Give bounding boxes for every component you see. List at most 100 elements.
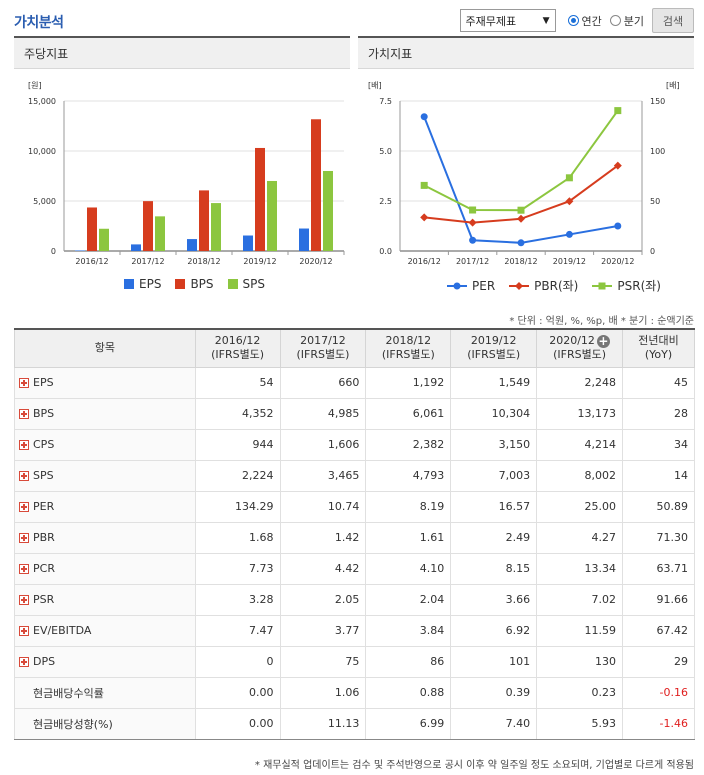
expand-plus-icon[interactable] <box>19 440 29 450</box>
expand-plus-icon[interactable] <box>19 378 29 388</box>
column-header-sublabel: (IFRS별도) <box>381 348 435 362</box>
row-label-cell[interactable]: CPS <box>14 428 196 461</box>
legend-label: PER <box>472 278 496 293</box>
value-cell: 6.99 <box>365 707 452 740</box>
bar-sps <box>211 203 221 251</box>
expand-plus-icon[interactable] <box>19 471 29 481</box>
row-label-cell[interactable]: EV/EBITDA <box>14 614 196 647</box>
yoy-cell: 29 <box>622 645 695 678</box>
table-row: DPS 0 75 86 101 130 29 <box>14 645 695 678</box>
value-analysis-table: 항목 2016/12 (IFRS별도) 2017/12 (IFRS별도) 2018/12(… <box>14 328 695 740</box>
column-header-label: 항목 <box>94 341 115 355</box>
bar-sps <box>323 170 333 251</box>
column-header-label: 2018/12 <box>385 334 432 348</box>
value-cell: 13,173 <box>536 397 624 430</box>
row-label-cell[interactable]: DPS <box>14 645 196 678</box>
y-tick-label-left: 2.5 <box>379 197 392 206</box>
expand-plus-icon[interactable] <box>19 502 29 512</box>
x-tick-label: 2019/12 <box>243 257 276 266</box>
column-header-sublabel: (IFRS별도) <box>467 348 521 362</box>
legend-item-psr[interactable]: PSR(좌) <box>592 277 661 294</box>
unit-note: * 단위 : 억원, %, %p, 배 * 분기 : 순액기준 <box>509 316 694 327</box>
radio-annual[interactable]: 연간 <box>567 13 602 29</box>
point-psr <box>614 107 622 115</box>
y-tick-label-right: 150 <box>650 97 665 106</box>
row-label: EPS <box>33 376 54 389</box>
table-row: CPS 944 1,606 2,382 3,150 4,214 34 <box>14 428 695 461</box>
legend-item-sps[interactable]: SPS <box>227 277 265 291</box>
legend-dot <box>598 282 606 289</box>
expand-plus-icon[interactable] <box>19 409 29 419</box>
value-cell: 4,214 <box>536 428 624 461</box>
x-tick-label: 2017/12 <box>131 257 164 266</box>
y-tick-label: 15,000 <box>28 97 56 106</box>
row-label-cell[interactable]: BPS <box>14 397 196 430</box>
value-cell: 2,382 <box>365 428 452 461</box>
legend-item-eps[interactable]: EPS <box>124 277 161 291</box>
row-label-cell[interactable]: PSR <box>14 583 196 616</box>
row-label-cell[interactable]: PCR <box>14 552 196 585</box>
legend-marker <box>509 281 530 290</box>
row-label-cell[interactable]: PER <box>14 490 196 523</box>
value-cell: 4.10 <box>365 552 452 585</box>
row-label-cell[interactable]: PBR <box>14 521 196 554</box>
expand-plus-icon[interactable] <box>19 595 29 605</box>
row-label: SPS <box>33 469 54 482</box>
bar-bps <box>199 190 209 251</box>
point-pbr <box>517 214 525 223</box>
per-share-panel: 주당지표 [원] 15,000 10,000 5,000 0 2016/12 2017/12… <box>14 36 350 298</box>
x-tick-label: 2016/12 <box>408 257 441 266</box>
legend-item-pbr[interactable]: PBR(좌) <box>509 277 578 294</box>
expand-columns-icon[interactable]: + <box>596 333 610 348</box>
value-indicator-panel: 가치지표 [배] [배] 7.5 150 5.0 100 2.5 50 0.0 0 2016/12 2… <box>358 36 694 298</box>
row-label: PBR <box>33 531 55 544</box>
column-header: 2019/12 (IFRS별도) <box>450 328 538 368</box>
value-cell: 130 <box>536 645 624 678</box>
table-row: EPS 54 660 1,192 1,549 2,248 45 <box>14 366 695 399</box>
value-cell: 4,352 <box>194 397 281 430</box>
table-row: SPS 2,224 3,465 4,793 7,003 8,002 14 <box>14 459 695 492</box>
x-tick-label: 2019/12 <box>553 257 586 266</box>
yoy-cell: -0.16 <box>622 676 695 709</box>
value-indicator-panel-title: 가치지표 <box>358 38 694 69</box>
legend-label: BPS <box>190 277 214 291</box>
legend-label: PBR(좌) <box>534 279 579 293</box>
row-label-cell: 현금배당수익률 <box>14 676 196 709</box>
row-label: PER <box>33 500 55 513</box>
per-share-legend: EPS BPS SPS <box>124 277 265 291</box>
search-button[interactable]: 검색 <box>652 8 694 33</box>
expand-plus-icon[interactable] <box>19 626 29 636</box>
row-label: DPS <box>33 655 56 668</box>
value-cell: 10,304 <box>450 397 538 430</box>
point-psr <box>420 181 428 189</box>
value-cell: 3.84 <box>365 614 452 647</box>
yoy-cell: 67.42 <box>622 614 695 647</box>
value-cell: 660 <box>279 366 367 399</box>
expand-plus-icon[interactable] <box>19 564 29 574</box>
value-cell: 7,003 <box>450 459 538 492</box>
per-share-panel-title: 주당지표 <box>14 38 350 69</box>
table-body: EPS 54 660 1,192 1,549 2,248 45 BPS 4,352 4,985 6,… <box>14 366 695 740</box>
legend-item-bps[interactable]: BPS <box>175 277 214 291</box>
value-cell: 134.29 <box>194 490 281 523</box>
y-tick-label-right: 0 <box>650 247 655 256</box>
table-row: BPS 4,352 4,985 6,061 10,304 13,173 28 <box>14 397 695 430</box>
footer-note: * 재무실적 업데이트는 검수 및 주석반영으로 공시 이후 약 일주일 정도 … <box>254 760 694 771</box>
legend-item-per[interactable]: PER <box>447 279 495 293</box>
statement-select[interactable]: 주재무제표 ▼ <box>459 9 556 32</box>
value-cell: 10.74 <box>279 490 367 523</box>
value-cell: 4.42 <box>279 552 367 585</box>
radio-annual-label: 연간 <box>581 14 602 28</box>
value-cell: 4.27 <box>536 521 624 554</box>
expand-plus-icon[interactable] <box>19 657 29 667</box>
point-psr <box>565 174 573 182</box>
expand-plus-icon[interactable] <box>19 533 29 543</box>
value-cell: 7.40 <box>450 707 538 740</box>
y-tick-label: 10,000 <box>28 147 56 156</box>
radio-quarter[interactable]: 분기 <box>609 13 644 29</box>
row-label-cell[interactable]: EPS <box>14 366 196 399</box>
row-label-cell[interactable]: SPS <box>14 459 196 492</box>
bar-bps <box>143 201 153 251</box>
row-label: 현금배당수익률 <box>33 686 104 700</box>
legend-marker <box>447 282 467 289</box>
